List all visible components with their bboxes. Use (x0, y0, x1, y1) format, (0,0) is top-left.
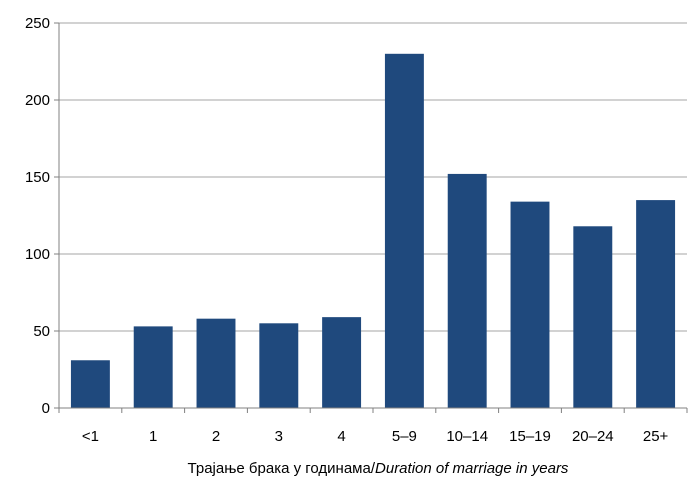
x-tick-label: <1 (82, 428, 99, 445)
y-tick-label: 150 (25, 169, 50, 186)
x-tick-label: 25+ (643, 428, 669, 445)
y-tick-label: 100 (25, 246, 50, 263)
x-tick-label: 2 (212, 428, 220, 445)
x-axis-title: Трајање брака у годинама/Duration of mar… (188, 460, 569, 477)
bar-15–19 (510, 201, 550, 408)
axes (54, 22, 688, 413)
bars (70, 53, 676, 409)
bar-10–14 (447, 173, 487, 408)
bar-5–9 (384, 53, 424, 409)
y-tick-label: 0 (42, 400, 50, 417)
bar-2 (196, 318, 236, 408)
bar-20–24 (573, 226, 613, 408)
x-tick-label: 20–24 (572, 428, 614, 445)
x-tick-label: 5–9 (392, 428, 417, 445)
x-tick-label: 10–14 (446, 428, 488, 445)
y-tick-label: 250 (25, 15, 50, 32)
x-tick-labels: <1 1 2 3 4 5–9 10–14 15–19 20–24 25+ (82, 428, 669, 445)
bar-3 (259, 323, 299, 408)
x-axis-title-serbian: Трајање брака у годинама/ (188, 460, 376, 477)
x-tick-label: 15–19 (509, 428, 551, 445)
bar-4 (322, 317, 362, 408)
x-tick-label: 3 (275, 428, 283, 445)
x-tick-label: 1 (149, 428, 157, 445)
y-tick-labels: 0 50 100 150 200 250 (25, 15, 50, 417)
y-tick-label: 50 (33, 323, 50, 340)
bar-<1 (70, 360, 110, 408)
x-axis-title-english: Duration of marriage in years (375, 460, 569, 477)
bar-25+ (636, 200, 676, 408)
x-tick-label: 4 (337, 428, 345, 445)
bar-1 (133, 326, 173, 408)
y-tick-label: 200 (25, 92, 50, 109)
